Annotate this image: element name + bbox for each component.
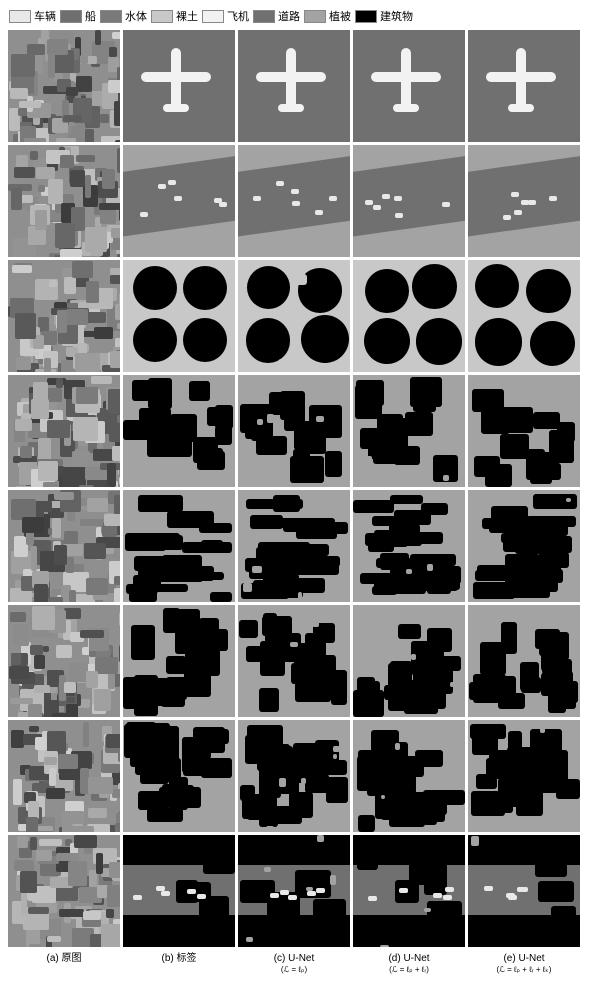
grid-cell [353, 30, 465, 142]
legend-item: 船 [60, 8, 96, 24]
grid-cell [123, 375, 235, 487]
grid-cell [353, 720, 465, 832]
grid-cell [238, 835, 350, 947]
caption-main: (d) U-Net [388, 953, 429, 964]
grid-cell [353, 835, 465, 947]
legend-label: 船 [85, 8, 96, 24]
grid-cell [468, 835, 580, 947]
legend-label: 飞机 [227, 8, 249, 24]
caption: (b) 标签 [123, 953, 235, 975]
grid-cell [8, 490, 120, 602]
legend-item: 道路 [253, 8, 300, 24]
caption-main: (a) 原图 [47, 953, 82, 964]
caption: (d) U-Net(ℒ = ℓₚ + ℓᵣ) [353, 953, 465, 975]
caption: (a) 原图 [8, 953, 120, 975]
grid-row [8, 605, 584, 717]
legend: 车辆 船 水体 裸土 飞机 道路 植被 建筑物 [8, 8, 584, 24]
legend-label: 植被 [329, 8, 351, 24]
grid-cell [238, 490, 350, 602]
grid-row [8, 835, 584, 947]
grid-cell [123, 835, 235, 947]
legend-swatch [253, 10, 275, 23]
figure-grid [8, 30, 584, 947]
grid-cell [8, 260, 120, 372]
legend-label: 道路 [278, 8, 300, 24]
caption: (c) U-Net(ℒ = ℓₚ) [238, 953, 350, 975]
grid-cell [123, 490, 235, 602]
legend-swatch [304, 10, 326, 23]
legend-swatch [151, 10, 173, 23]
legend-item: 裸土 [151, 8, 198, 24]
grid-cell [468, 375, 580, 487]
legend-swatch [355, 10, 377, 23]
legend-swatch [60, 10, 82, 23]
grid-cell [353, 375, 465, 487]
legend-label: 水体 [125, 8, 147, 24]
grid-cell [353, 145, 465, 257]
grid-cell [238, 720, 350, 832]
grid-cell [353, 260, 465, 372]
grid-cell [468, 260, 580, 372]
grid-cell [468, 145, 580, 257]
caption-main: (c) U-Net [274, 953, 315, 964]
grid-cell [238, 30, 350, 142]
caption-main: (e) U-Net [503, 953, 544, 964]
legend-item: 车辆 [9, 8, 56, 24]
grid-cell [8, 605, 120, 717]
grid-cell [8, 30, 120, 142]
grid-cell [123, 145, 235, 257]
grid-cell [123, 30, 235, 142]
grid-cell [238, 605, 350, 717]
legend-label: 建筑物 [380, 8, 413, 24]
grid-cell [238, 375, 350, 487]
caption-sub: (ℒ = ℓₚ + ℓᵣ + ℓₖ) [468, 965, 580, 975]
grid-cell [123, 720, 235, 832]
grid-row [8, 490, 584, 602]
legend-label: 裸土 [176, 8, 198, 24]
legend-label: 车辆 [34, 8, 56, 24]
grid-cell [8, 720, 120, 832]
grid-cell [353, 605, 465, 717]
grid-cell [468, 30, 580, 142]
grid-cell [468, 490, 580, 602]
legend-item: 建筑物 [355, 8, 413, 24]
legend-item: 植被 [304, 8, 351, 24]
grid-cell [353, 490, 465, 602]
column-captions: (a) 原图(b) 标签(c) U-Net(ℒ = ℓₚ)(d) U-Net(ℒ… [8, 953, 584, 975]
grid-row [8, 145, 584, 257]
grid-cell [8, 375, 120, 487]
grid-cell [468, 605, 580, 717]
grid-row [8, 260, 584, 372]
grid-cell [123, 260, 235, 372]
caption: (e) U-Net(ℒ = ℓₚ + ℓᵣ + ℓₖ) [468, 953, 580, 975]
grid-cell [8, 835, 120, 947]
grid-row [8, 720, 584, 832]
grid-row [8, 30, 584, 142]
grid-cell [238, 260, 350, 372]
grid-cell [123, 605, 235, 717]
legend-item: 飞机 [202, 8, 249, 24]
legend-swatch [100, 10, 122, 23]
legend-item: 水体 [100, 8, 147, 24]
grid-cell [238, 145, 350, 257]
legend-swatch [202, 10, 224, 23]
grid-row [8, 375, 584, 487]
caption-sub: (ℒ = ℓₚ + ℓᵣ) [353, 965, 465, 975]
caption-main: (b) 标签 [162, 953, 197, 964]
legend-swatch [9, 10, 31, 23]
caption-sub: (ℒ = ℓₚ) [238, 965, 350, 975]
grid-cell [8, 145, 120, 257]
grid-cell [468, 720, 580, 832]
